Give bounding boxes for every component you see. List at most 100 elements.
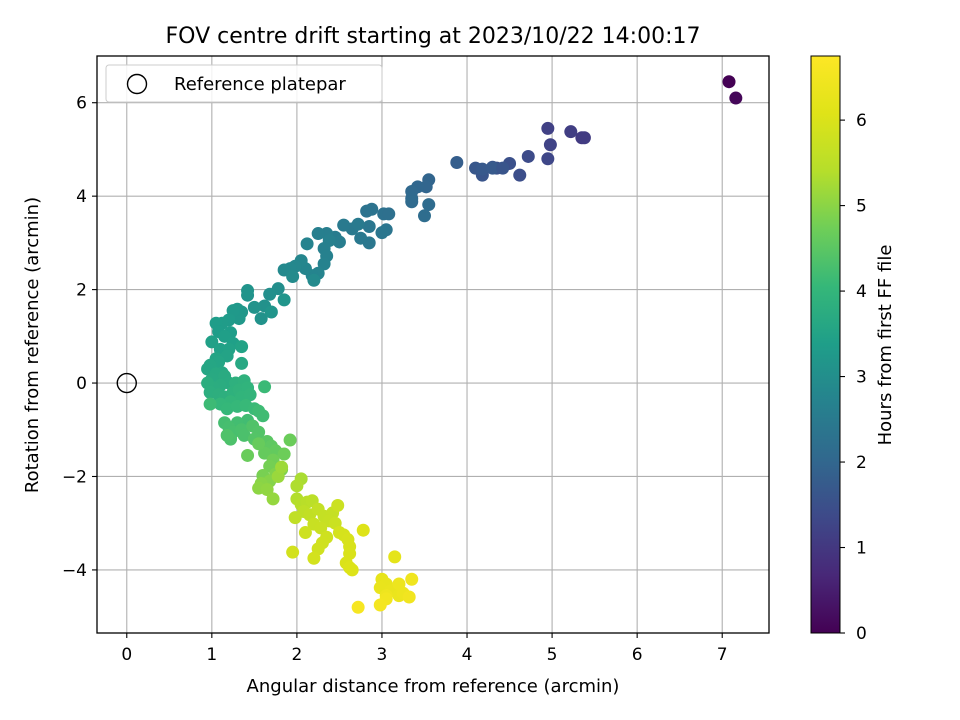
- data-point: [486, 161, 500, 175]
- data-point: [577, 131, 591, 145]
- chart-title: FOV centre drift starting at 2023/10/22 …: [166, 24, 701, 49]
- data-point: [311, 227, 325, 241]
- data-point: [266, 492, 280, 506]
- data-point: [298, 526, 312, 540]
- data-point: [203, 397, 217, 411]
- data-point: [205, 335, 219, 349]
- data-point: [564, 125, 578, 139]
- data-point: [314, 521, 328, 535]
- colorbar-label: Hours from first FF file: [875, 245, 896, 446]
- data-point: [286, 545, 300, 559]
- data-point: [450, 156, 464, 170]
- data-point: [513, 168, 527, 182]
- data-point: [422, 198, 436, 212]
- x-tick-label: 1: [206, 645, 217, 665]
- data-point: [417, 209, 431, 223]
- legend-box: [105, 64, 383, 103]
- data-point: [283, 433, 297, 447]
- legend-label: Reference platepar: [174, 74, 346, 95]
- data-point: [286, 270, 300, 284]
- data-point: [258, 380, 272, 394]
- colorbar-tick-label: 1: [856, 539, 867, 559]
- data-point: [362, 220, 376, 234]
- data-point: [332, 235, 346, 249]
- data-point: [307, 273, 321, 287]
- data-point: [375, 226, 389, 240]
- data-point: [388, 550, 402, 564]
- data-point: [373, 598, 387, 612]
- data-point: [243, 388, 257, 402]
- data-point: [247, 300, 261, 314]
- y-tick-label: −4: [62, 561, 87, 581]
- data-point: [241, 448, 255, 462]
- y-axis-label: Rotation from reference (arcmin): [22, 197, 43, 493]
- data-point: [402, 590, 416, 604]
- data-point: [260, 483, 274, 497]
- data-point: [496, 161, 510, 175]
- data-point: [405, 572, 419, 586]
- data-point: [275, 460, 289, 474]
- colorbar-tick-label: 0: [856, 624, 867, 644]
- colorbar-tick-label: 6: [856, 111, 867, 131]
- data-point: [237, 428, 251, 442]
- y-axis-ticks: −4 −2 0 2 4 6: [62, 94, 97, 581]
- colorbar-ticks: 0 1 2 3 4 5 6: [840, 111, 867, 644]
- data-point: [521, 149, 535, 163]
- data-point: [220, 428, 234, 442]
- y-tick-label: −2: [62, 467, 87, 487]
- data-point: [307, 551, 321, 565]
- data-point: [254, 312, 268, 326]
- data-point: [277, 447, 291, 461]
- data-point: [290, 479, 304, 493]
- data-point: [356, 523, 370, 537]
- data-point: [351, 600, 365, 614]
- x-axis-label: Angular distance from reference (arcmin): [247, 676, 620, 697]
- data-point: [360, 204, 374, 218]
- data-point: [354, 231, 368, 245]
- data-point: [541, 152, 555, 166]
- x-tick-label: 2: [291, 645, 302, 665]
- legend: Reference platepar: [105, 64, 383, 103]
- data-point: [263, 287, 277, 301]
- y-tick-label: 2: [76, 281, 87, 301]
- data-point: [277, 293, 291, 307]
- axes-frame: [96, 55, 770, 634]
- data-point: [331, 498, 345, 512]
- colorbar-tick-label: 2: [856, 453, 867, 473]
- data-point: [300, 237, 314, 251]
- reference-marker: [116, 372, 137, 394]
- x-tick-label: 6: [632, 645, 643, 665]
- colorbar-tick-label: 3: [856, 368, 867, 388]
- colorbar-tick-label: 5: [856, 197, 867, 217]
- data-point: [475, 162, 489, 176]
- x-tick-label: 5: [547, 645, 558, 665]
- data-point: [241, 284, 255, 298]
- data-point: [235, 356, 249, 370]
- grid-lines: [97, 56, 769, 633]
- colorbar-tick-label: 4: [856, 282, 867, 302]
- data-point: [729, 91, 743, 105]
- x-tick-label: 4: [462, 645, 473, 665]
- x-axis-ticks: 0 1 2 3 4 5 6 7: [121, 633, 728, 665]
- data-points: [201, 75, 743, 614]
- data-point: [382, 207, 396, 221]
- data-point: [345, 563, 359, 577]
- data-point: [337, 218, 351, 232]
- data-point: [543, 138, 557, 152]
- y-tick-label: 6: [76, 94, 87, 114]
- data-point: [541, 121, 555, 135]
- data-point: [235, 340, 249, 354]
- colorbar-gradient: [810, 55, 841, 634]
- reference-point: [116, 372, 137, 394]
- data-point: [405, 195, 419, 209]
- data-point: [317, 257, 331, 271]
- x-tick-label: 3: [377, 645, 388, 665]
- colorbar: 0 1 2 3 4 5 6 Hours from first FF file: [810, 55, 896, 644]
- data-point: [351, 217, 365, 231]
- x-tick-label: 7: [717, 645, 728, 665]
- data-point: [288, 511, 302, 525]
- legend-reference-marker: [126, 73, 148, 95]
- x-tick-label: 0: [121, 645, 132, 665]
- data-point: [252, 437, 266, 451]
